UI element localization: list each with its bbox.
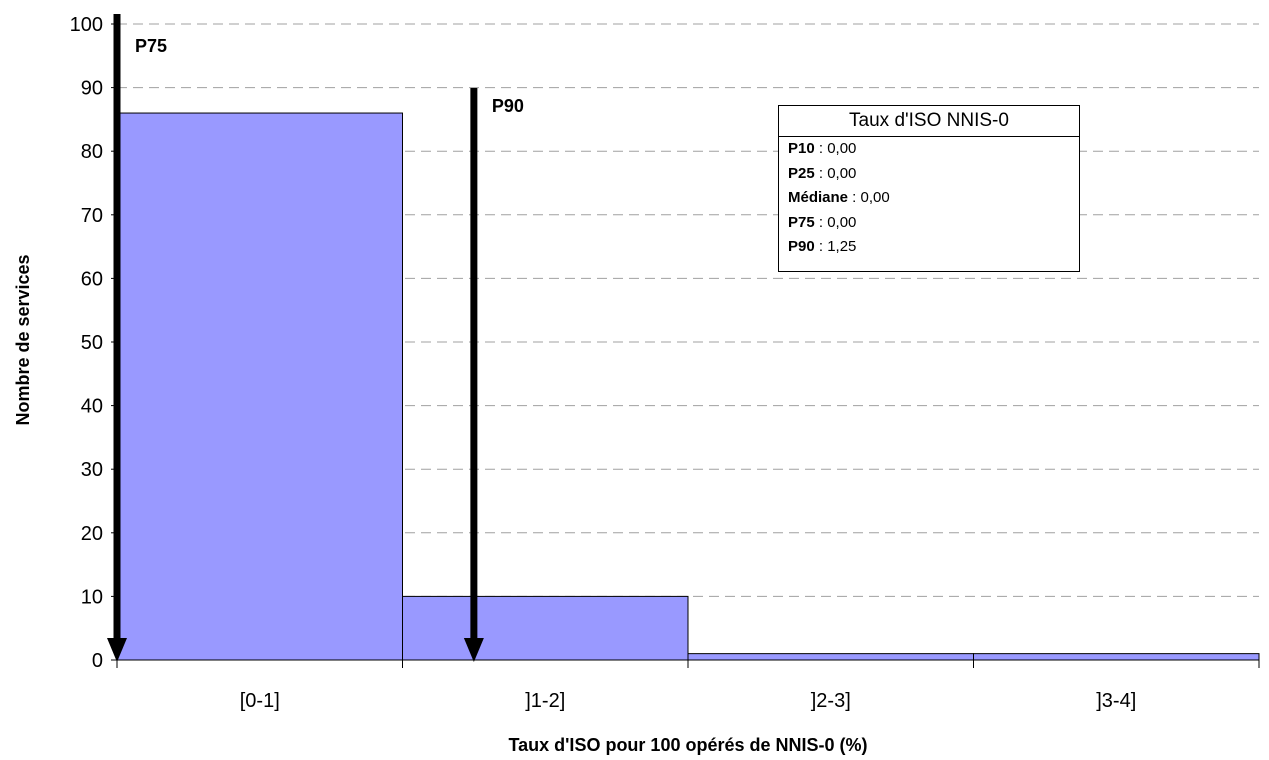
y-tick-label: 70 (81, 205, 103, 227)
bar-]1-2] (402, 595, 689, 661)
stats-row-value: : 0,00 (814, 213, 857, 231)
stats-row-key: Médiane (788, 189, 849, 206)
bar-]3-4] (973, 653, 1260, 661)
stats-row-value: : 1,25 (814, 238, 857, 255)
stats-row-key: P10 (788, 140, 815, 157)
stats-box-title: Taux d'ISO NNIS-0 (779, 106, 1079, 137)
stats-row-P75: P75 : 0,00 (779, 211, 1079, 236)
tick-labels: 0 10 20 30 40 50 60 70 80 90 100 [0-1] ]1-2] ]2-3] ]3-… (70, 14, 1137, 712)
y-tick-label: 10 (81, 586, 103, 608)
stats-box-rows: P10 : 0,00 P25 : 0,00 Médiane : 0,00 P75 : … (779, 137, 1079, 260)
x-tick-label: ]2-3] (811, 690, 851, 712)
y-tick-label: 90 (81, 78, 103, 100)
stats-row-P10: P10 : 0,00 (779, 137, 1079, 162)
marker-label-P90: P90 (492, 96, 524, 116)
x-tick-label: ]1-2] (525, 690, 565, 712)
y-tick-label: 50 (81, 332, 103, 354)
stats-row-value: : 0,00 (814, 164, 857, 182)
y-tick-label: 80 (81, 141, 103, 163)
stats-row-P25: P25 : 0,00 (779, 162, 1079, 187)
marker-label-P75: P75 (135, 36, 167, 56)
bars (116, 112, 1260, 661)
stats-row-P90: P90 : 1,25 (779, 235, 1079, 260)
stats-row-key: P25 (788, 164, 815, 182)
stats-box: Taux d'ISO NNIS-0 P10 : 0,00 P25 : 0,00 Mé… (778, 105, 1080, 272)
bar-]2-3] (687, 653, 974, 661)
x-axis-title: Taux d'ISO pour 100 opérés de NNIS-0 (%) (508, 735, 867, 755)
bar-[0-1] (116, 112, 403, 661)
x-tick-label: ]3-4] (1096, 690, 1136, 712)
y-tick-label: 40 (81, 396, 103, 418)
y-tick-label: 60 (81, 268, 103, 290)
marker-arrowhead-P90 (463, 638, 484, 662)
stats-row-key: P90 (788, 238, 815, 255)
y-tick-label: 100 (70, 14, 103, 36)
stats-row-Médiane: Médiane : 0,00 (779, 186, 1079, 211)
x-tick-label: [0-1] (240, 690, 280, 712)
y-axis-title: Nombre de services (13, 254, 33, 425)
y-tick-label: 20 (81, 523, 103, 545)
stats-row-value: : 0,00 (814, 140, 857, 157)
stats-row-value: : 0,00 (848, 189, 890, 206)
percentile-markers: P75 P90 (107, 14, 524, 662)
y-tick-label: 0 (92, 650, 103, 672)
marker-arrowhead-P75 (107, 638, 127, 662)
stats-row-key: P75 (788, 213, 815, 231)
y-tick-label: 30 (81, 459, 103, 481)
